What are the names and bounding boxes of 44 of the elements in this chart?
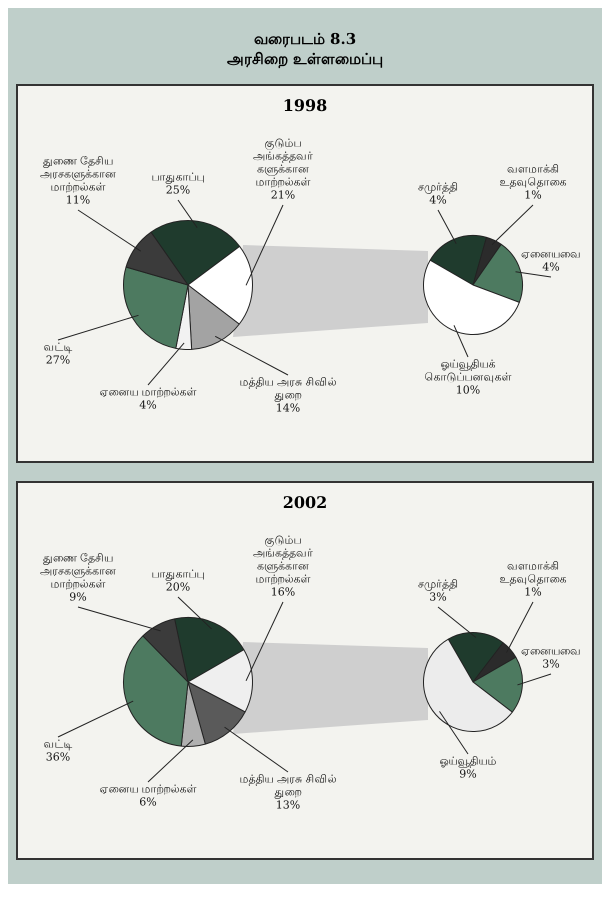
slice-label: ஓய்வூதியம் xyxy=(440,754,496,768)
data-label: 3% xyxy=(429,590,447,604)
data-label: 4% xyxy=(542,260,560,274)
data-label: 9% xyxy=(459,767,477,780)
data-label: 3% xyxy=(542,657,560,670)
data-label: 13% xyxy=(276,798,300,812)
slice-label: சமுர்த்தி xyxy=(418,577,458,590)
slice-label: வட்டி xyxy=(44,737,72,750)
data-label: 14% xyxy=(276,401,300,414)
slice-label: ஏனைய மாற்றல்கள் xyxy=(99,782,197,796)
slice-label: குடும்ப அங்கத்தவர் களுக்கான மாற்றல்கள் xyxy=(253,136,313,188)
slice-label: ஏனையவை xyxy=(521,247,581,260)
slice-label: சமுர்த்தி xyxy=(418,180,458,194)
slice-label: வளமாக்கி உதவுதொகை xyxy=(500,162,566,188)
data-label: 10% xyxy=(456,383,480,396)
text: வரைபடம் 8.3 xyxy=(252,30,358,50)
data-label: 6% xyxy=(139,795,157,808)
data-label: 21% xyxy=(270,188,296,202)
data-label: 36% xyxy=(46,750,70,764)
data-label: 4% xyxy=(139,398,157,412)
data-label: 4% xyxy=(429,193,447,206)
data-label: 9% xyxy=(69,590,87,604)
chart-title: 1998 xyxy=(282,96,328,115)
data-label: 25% xyxy=(166,183,190,196)
slice-label: பாதுகாப்பு xyxy=(152,567,204,580)
slice-label: ஏனையவை xyxy=(521,644,581,658)
data-label: 11% xyxy=(66,193,90,206)
slice-label: வட்டி xyxy=(44,340,72,354)
slice-label: ஏனைய மாற்றல்கள் xyxy=(99,385,197,398)
text: அரசிறை உள்ளமைப்பு xyxy=(226,50,384,70)
slice-label: குடும்ப அங்கத்தவர் களுக்கான மாற்றல்கள் xyxy=(253,533,313,586)
data-label: 27% xyxy=(46,353,70,366)
chart-title: 2002 xyxy=(282,493,328,512)
slice-label: மத்திய அரசு சிவில் துறை xyxy=(240,375,336,402)
data-label: 1% xyxy=(524,585,542,598)
slice-label: துணை தேசிய அரசகளுக்கான மாற்றல்கள் xyxy=(40,551,116,590)
slice-label: பாதுகாப்பு xyxy=(152,170,204,184)
slice-label: வளமாக்கி உதவுதொகை xyxy=(500,559,566,586)
data-label: 16% xyxy=(270,585,296,598)
slice-label: ஓய்வூதியக் கொடுப்பனவுகள் xyxy=(424,357,512,384)
slice-label: துணை தேசிய அரசகளுக்கான மாற்றல்கள் xyxy=(40,154,116,194)
data-label: 20% xyxy=(166,580,190,594)
slice-label: மத்திய அரசு சிவில் துறை xyxy=(240,772,336,798)
data-label: 1% xyxy=(524,188,542,202)
